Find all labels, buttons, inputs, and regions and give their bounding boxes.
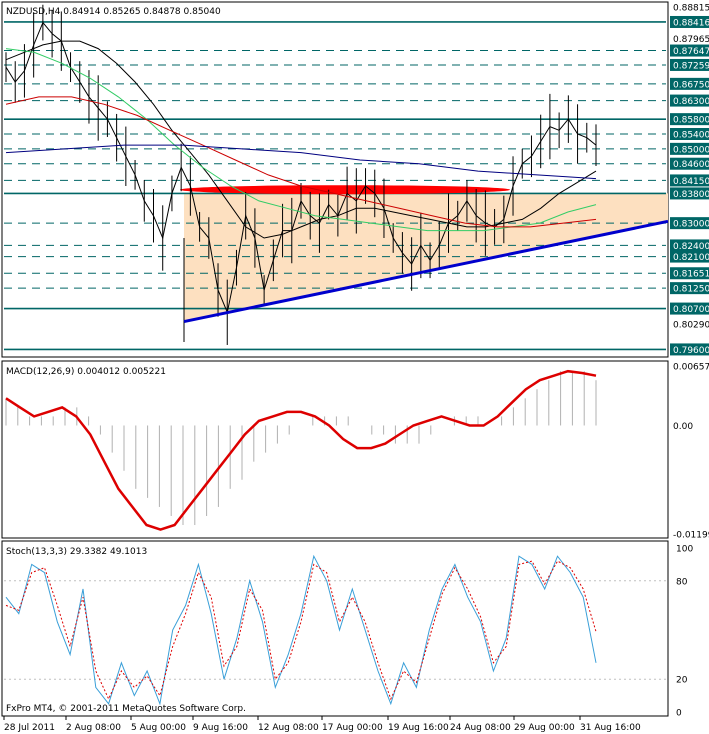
macd-title: MACD(12,26,9) 0.004012 0.005221 [6, 367, 166, 377]
price-axis-label: 0.86750 [673, 80, 709, 90]
price-axis-label: 0.81651 [673, 270, 709, 280]
time-axis-label: 31 Aug 16:00 [580, 723, 641, 733]
price-label-box [670, 94, 709, 107]
price-label-box [670, 58, 709, 71]
stoch-axis-label: 80 [676, 577, 688, 587]
price-axis-label: 0.84150 [673, 177, 709, 187]
moving-average-line [5, 96, 597, 228]
price-label-box [670, 217, 709, 230]
price-axis-label: 0.79600 [673, 346, 709, 356]
stoch-title: Stoch(13,3,3) 29.3382 49.1013 [6, 547, 147, 557]
stoch-signal-line [5, 560, 597, 701]
price-label-box [670, 77, 709, 90]
macd-axis-label: 0.00 [673, 422, 693, 432]
time-axis-label: 17 Aug 00:00 [322, 723, 383, 733]
price-axis-label: 0.87965 [673, 35, 709, 45]
price-label-box [670, 157, 709, 170]
stoch-axis-label: 0 [676, 709, 682, 719]
price-label-box [670, 250, 709, 263]
resistance-band [180, 185, 510, 195]
price-axis-label: 0.81250 [673, 285, 709, 295]
stoch-axis-label: 100 [676, 545, 693, 555]
macd-axis-label: 0.00657 [673, 363, 709, 373]
price-axis-label: 0.82100 [673, 253, 709, 263]
support-trendline [183, 219, 669, 324]
price-axis-label: 0.88416 [673, 18, 709, 28]
moving-average-line [5, 48, 597, 232]
price-axis-label: 0.88815 [673, 4, 709, 14]
time-axis-label: 28 Jul 2011 [4, 723, 55, 733]
price-label-box [670, 282, 709, 295]
price-label-box [670, 142, 709, 155]
price-label-box [670, 128, 709, 140]
price-label-box [670, 44, 709, 57]
moving-average-line [5, 40, 597, 239]
time-axis-label: 24 Aug 08:00 [450, 723, 511, 733]
price-label-box [670, 113, 709, 126]
price-label-box [670, 267, 709, 280]
symbol-title: NZDUSD,H4 0.84914 0.85265 0.84878 0.8504… [6, 7, 221, 17]
macd-signal-line [5, 369, 597, 531]
macd-axis-label: -0.01199 [673, 531, 709, 541]
price-label-box [670, 174, 709, 187]
price-axis-label: 0.83800 [673, 190, 709, 200]
stoch-pane[interactable] [1, 540, 669, 717]
price-label-box [670, 15, 709, 28]
price-axis-label: 0.80700 [673, 305, 709, 315]
time-axis-label: 2 Aug 08:00 [66, 723, 121, 733]
price-axis-label: 0.85000 [673, 145, 709, 155]
price-axis-label: 0.85400 [673, 131, 709, 141]
price-axis-label: 0.86300 [673, 97, 709, 107]
price-label-box [670, 343, 709, 356]
price-label-box [670, 302, 709, 315]
price-label-box [670, 239, 709, 252]
price-axis-label: 0.84600 [673, 160, 709, 170]
macd-pane[interactable] [1, 360, 669, 539]
price-axis-label: 0.87647 [673, 47, 709, 57]
time-axis-label: 5 Aug 00:00 [131, 723, 186, 733]
price-label-box [670, 187, 709, 200]
time-axis-label: 19 Aug 16:00 [388, 723, 449, 733]
price-axis-label: 0.83000 [673, 220, 709, 230]
price-pane[interactable] [1, 1, 669, 358]
time-axis-label: 29 Aug 00:00 [514, 723, 575, 733]
stoch-main-line [5, 554, 597, 706]
price-axis-label: 0.80290 [673, 320, 709, 330]
time-axis-label: 9 Aug 16:00 [193, 723, 248, 733]
copyright-text: FxPro MT4, © 2001-2011 MetaQuotes Softwa… [6, 704, 246, 714]
time-axis-label: 12 Aug 08:00 [258, 723, 319, 733]
price-axis-label: 0.87259 [673, 61, 709, 71]
price-axis-label: 0.82400 [673, 242, 709, 252]
price-axis-label: 0.85800 [673, 116, 709, 126]
stoch-axis-label: 20 [676, 676, 688, 686]
moving-average-line [5, 144, 597, 180]
